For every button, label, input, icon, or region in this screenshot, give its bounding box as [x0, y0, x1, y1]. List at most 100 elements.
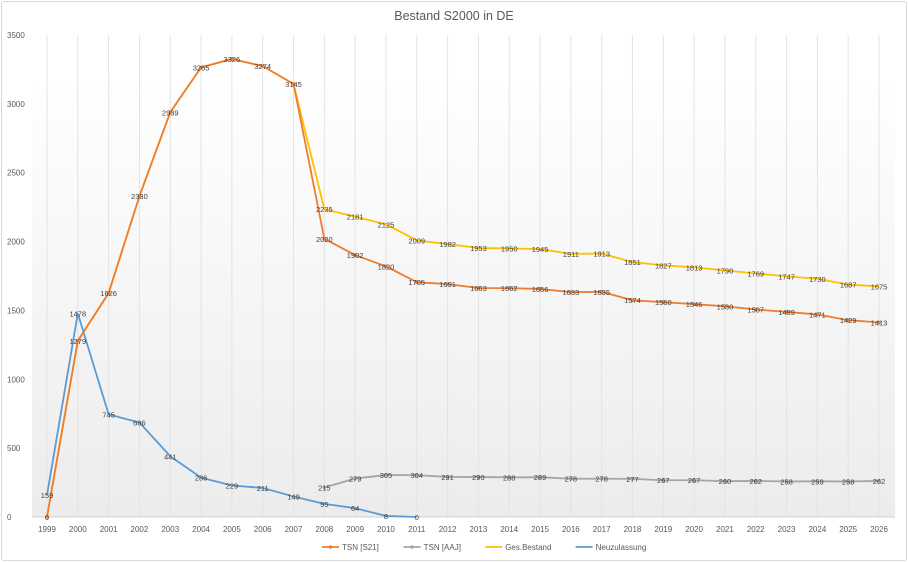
- data-point-marker: [168, 110, 173, 115]
- data-label: 1635: [593, 288, 610, 297]
- data-label: 1691: [439, 280, 456, 289]
- data-label: 1471: [809, 310, 826, 319]
- data-label: 305: [380, 471, 393, 480]
- y-tick-label: 3500: [7, 31, 25, 40]
- data-label: 1413: [871, 318, 888, 327]
- plot-background: [32, 75, 895, 517]
- x-tick-label: 2003: [161, 525, 179, 534]
- data-label: 215: [318, 483, 331, 492]
- data-label: 259: [811, 477, 824, 486]
- x-tick-label: 2008: [315, 525, 333, 534]
- data-label: 267: [657, 476, 670, 485]
- x-tick-label: 2010: [377, 525, 395, 534]
- x-tick-label: 2024: [808, 525, 826, 534]
- data-point-marker: [599, 290, 604, 294]
- data-point-marker: [291, 82, 296, 86]
- x-tick-label: 2018: [624, 525, 642, 534]
- x-tick-label: 2009: [346, 525, 364, 534]
- data-label: 1489: [778, 308, 795, 317]
- data-label: 1820: [378, 262, 395, 271]
- x-tick-label: 2025: [839, 525, 857, 534]
- x-tick-label: 2001: [100, 525, 118, 534]
- data-label: 1913: [593, 250, 610, 259]
- data-point-marker: [384, 473, 388, 477]
- data-label: 258: [780, 477, 793, 486]
- data-label: 1279: [69, 337, 86, 346]
- data-label: 260: [719, 477, 732, 486]
- data-point-marker: [260, 64, 265, 68]
- data-label: 149: [287, 492, 300, 501]
- data-point-marker: [538, 287, 542, 291]
- y-tick-label: 3000: [7, 100, 25, 109]
- data-point-marker: [846, 318, 850, 323]
- data-point-marker: [507, 286, 512, 290]
- data-label: 1911: [563, 250, 579, 259]
- data-point-marker: [569, 290, 573, 294]
- data-label: 1633: [563, 288, 580, 297]
- data-label: 0: [415, 513, 419, 522]
- data-label: 1478: [69, 309, 86, 318]
- data-label: 1560: [655, 298, 672, 307]
- data-label: 2125: [378, 220, 395, 229]
- data-label: 159: [41, 491, 54, 500]
- x-tick-label: 2020: [685, 525, 703, 534]
- data-point-marker: [753, 479, 758, 483]
- data-label: 1574: [624, 296, 641, 305]
- data-label: 95: [320, 500, 328, 509]
- data-label: 2181: [347, 213, 364, 222]
- data-label: 3265: [193, 63, 210, 72]
- data-label: 278: [565, 475, 578, 484]
- data-label: 289: [534, 473, 547, 482]
- x-tick-label: 2005: [223, 525, 241, 534]
- data-label: 262: [873, 477, 886, 486]
- data-point-marker: [784, 310, 789, 314]
- data-label: 8: [384, 512, 388, 521]
- data-label: 258: [842, 477, 855, 486]
- data-label: 64: [351, 504, 359, 513]
- data-label: 1730: [809, 275, 826, 284]
- data-point-marker: [661, 300, 666, 304]
- data-point-marker: [45, 515, 49, 519]
- data-point-marker: [230, 57, 234, 61]
- data-label: 1827: [655, 261, 672, 270]
- data-label: 1687: [840, 281, 857, 290]
- x-tick-label: 2007: [285, 525, 303, 534]
- data-label: 1747: [778, 272, 795, 281]
- x-tick-label: 2022: [747, 525, 765, 534]
- chart-title: Bestand S2000 in DE: [394, 9, 514, 23]
- y-tick-label: 0: [7, 513, 12, 522]
- data-label: 286: [195, 474, 208, 483]
- x-tick-label: 2006: [254, 525, 272, 534]
- data-label: 1790: [717, 266, 734, 275]
- data-point-marker: [414, 473, 419, 477]
- data-label: 1663: [470, 284, 487, 293]
- data-label: 211: [257, 484, 269, 493]
- data-label: 2235: [316, 205, 333, 214]
- data-point-marker: [322, 237, 327, 241]
- x-tick-label: 2021: [716, 525, 734, 534]
- data-point-marker: [414, 280, 419, 284]
- series-line-tsn-s21-: [46, 58, 880, 518]
- data-point-marker: [661, 478, 666, 483]
- data-label: 1705: [408, 278, 425, 287]
- data-point-marker: [877, 320, 881, 325]
- x-tick-label: 2013: [470, 525, 488, 534]
- data-label: 1950: [501, 244, 518, 253]
- data-point-marker: [353, 253, 357, 257]
- x-tick-label: 2000: [69, 525, 87, 534]
- data-label: 0: [45, 513, 49, 522]
- data-point-marker: [723, 479, 727, 483]
- data-label: 1982: [439, 240, 456, 249]
- data-point-marker: [445, 282, 450, 286]
- y-tick-label: 1500: [7, 306, 25, 315]
- data-label: 262: [749, 477, 762, 486]
- data-label: 3145: [285, 80, 302, 89]
- data-label: 277: [626, 475, 639, 484]
- legend-label: TSN [S21]: [342, 543, 379, 552]
- data-label: 229: [226, 481, 239, 490]
- data-point-marker: [445, 475, 450, 479]
- data-point-marker: [384, 264, 388, 269]
- data-point-marker: [322, 485, 327, 490]
- data-point-marker: [538, 475, 542, 480]
